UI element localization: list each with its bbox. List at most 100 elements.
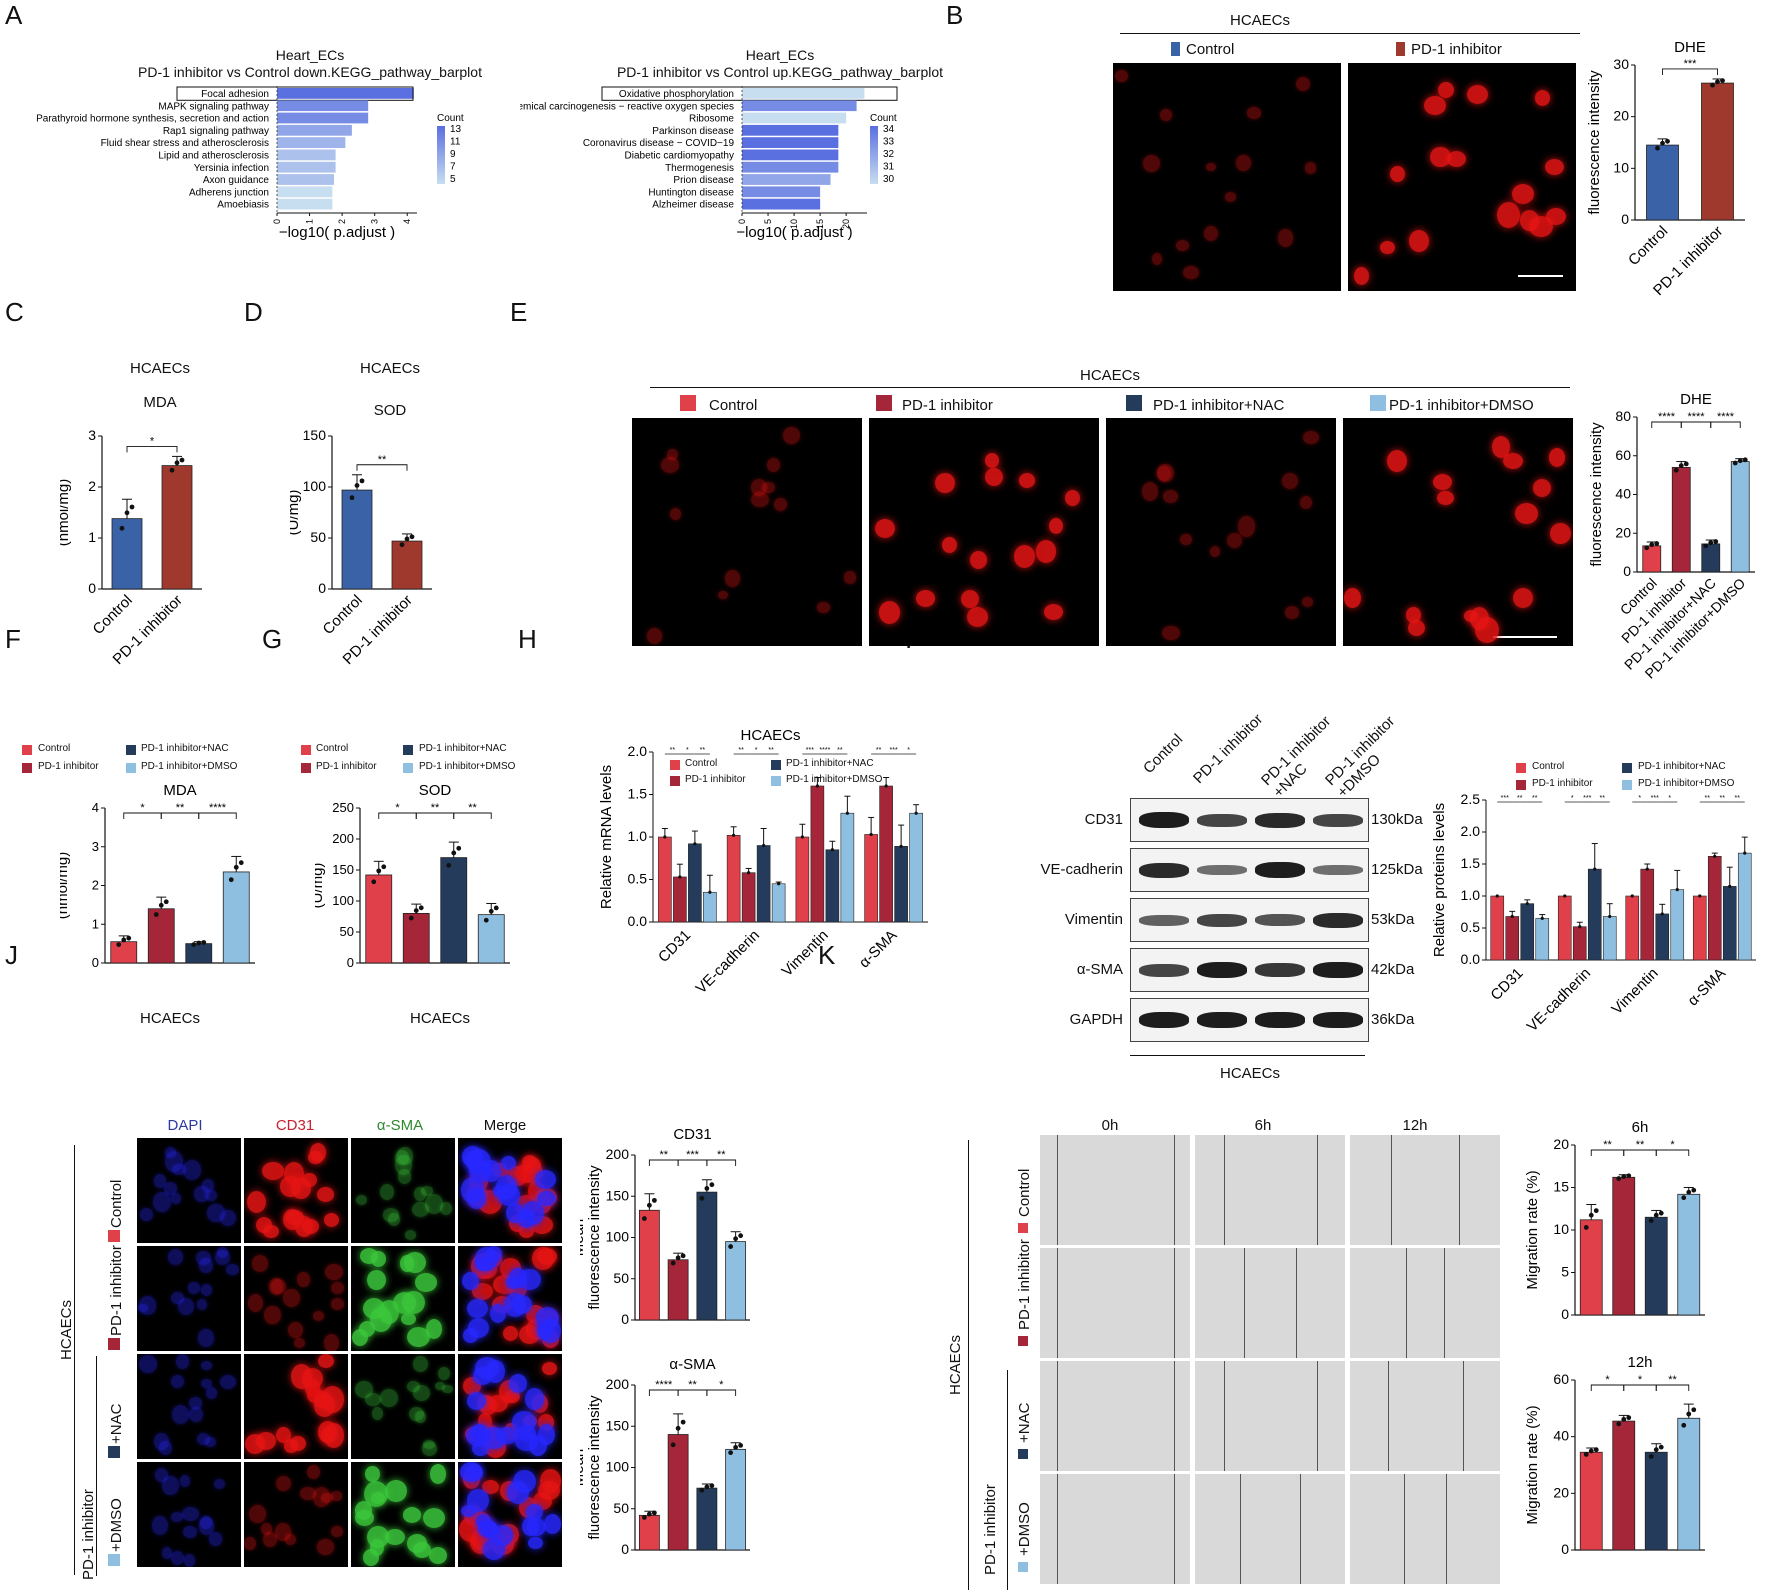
- legend-swatch-dmso: [1622, 780, 1632, 790]
- legend-label-nac: PD-1 inhibitor+NAC: [419, 743, 507, 754]
- chart-title: HCAECs: [129, 360, 190, 377]
- bar-amoebiasis: [277, 198, 333, 210]
- column-6h: 6h: [1254, 1117, 1272, 1134]
- wb-band: [1139, 963, 1189, 977]
- y-tick-label: 250: [332, 800, 354, 815]
- k-side-rule: [968, 1140, 969, 1590]
- cell-nucleus: [1014, 545, 1036, 569]
- data-point: [1708, 540, 1714, 546]
- wound-image-nac-6h: [1195, 1361, 1345, 1471]
- legend-label-pd1: PD-1 inhibitor: [902, 397, 993, 414]
- significance-bracket: [126, 445, 178, 453]
- cell-nucleus: [171, 1375, 185, 1389]
- y-tick-label: 150: [332, 862, 354, 877]
- data-point: [119, 525, 125, 531]
- cell-nucleus: [843, 571, 857, 585]
- x-tick-label: 5: [763, 219, 773, 224]
- data-point: [1683, 461, 1689, 467]
- wound-edge: [1458, 1135, 1460, 1245]
- bar-pd-1-inhibitor-dmso: [725, 1448, 747, 1551]
- x-tick-label: 10: [789, 219, 799, 229]
- bar-vimentin-pd-1-inhibitor-dmso: [840, 812, 855, 923]
- category-label: Chemical carcinogenesis − reactive oxyge…: [520, 101, 734, 112]
- y-tick-label: 0.5: [628, 871, 648, 887]
- significance-label: ****: [819, 747, 830, 754]
- x-tick-label: Vimentin: [779, 927, 832, 980]
- category-label: Thermogenesis: [665, 163, 734, 174]
- wound-edge: [1391, 1135, 1393, 1245]
- bar-sma-pd-1-inhibitor-nac: [894, 846, 908, 923]
- cell-nucleus: [382, 1208, 400, 1222]
- x-tick-label: 3: [370, 219, 380, 224]
- cell-nucleus: [523, 1156, 542, 1175]
- column-cd31: CD31: [275, 1117, 315, 1134]
- bar-cd31-pd-1-inhibitor: [1505, 916, 1520, 961]
- if-image-pd-1-inhibitor-merge: [458, 1246, 562, 1351]
- bar-ve-cadherin-pd-1-inhibitor-dmso: [1602, 916, 1617, 961]
- cell-nucleus: [430, 1464, 447, 1484]
- legend-swatch-pd1: [670, 776, 680, 786]
- y-tick-label: 200: [606, 1146, 630, 1162]
- cell-nucleus: [200, 1360, 212, 1370]
- legend-swatch-control: [1171, 42, 1180, 56]
- significance-label: ***: [686, 1149, 700, 1161]
- data-point: [1525, 902, 1529, 906]
- cell-nucleus: [941, 537, 957, 554]
- significance-label: **: [468, 802, 477, 814]
- cell-nucleus: [481, 1479, 499, 1494]
- mrna-grouped-chart-h: HCAECs 0.0 0.5 1.0 1.5 2.0 Relative mRNA level…: [598, 730, 928, 997]
- cell-nucleus: [414, 1273, 438, 1292]
- data-point: [1742, 457, 1748, 463]
- x-tick-label: 0: [737, 219, 747, 224]
- wb-lane-control: Control: [1140, 730, 1187, 778]
- cell-nucleus: [219, 1209, 236, 1227]
- wb-band: [1197, 1012, 1247, 1028]
- data-point: [1698, 894, 1702, 898]
- column-0h: 0h: [1101, 1117, 1119, 1134]
- significance-bracket: [1662, 68, 1718, 75]
- cell-nucleus: [421, 1442, 437, 1456]
- y-tick-label: 0: [1561, 1306, 1569, 1322]
- bar-pd-1-inhibitor-nac: [696, 1191, 718, 1321]
- wb-band: [1139, 914, 1189, 926]
- cell-nucleus: [247, 1293, 263, 1312]
- data-point: [1737, 458, 1743, 464]
- data-point: [1681, 1195, 1687, 1201]
- legend-swatch-dmso: [126, 763, 136, 773]
- data-point: [376, 868, 382, 874]
- data-point: [651, 1197, 657, 1203]
- legend-tick-label: 9: [450, 149, 456, 160]
- data-point: [728, 1450, 734, 1456]
- data-point: [451, 850, 457, 856]
- data-point: [1588, 1212, 1594, 1218]
- if-image-control-merge: [458, 1138, 562, 1243]
- cell-nucleus: [1209, 546, 1221, 557]
- data-point: [709, 1182, 715, 1188]
- significance-label: *: [755, 747, 758, 754]
- if-image-control-dapi: [137, 1138, 241, 1243]
- cell-nucleus: [202, 1179, 215, 1193]
- cell-nucleus: [330, 1297, 345, 1311]
- bar-control: [365, 874, 393, 964]
- cell-nucleus: [1236, 154, 1251, 171]
- cell-nucleus: [187, 1282, 201, 1295]
- cell-nucleus: [291, 1364, 313, 1389]
- data-point: [1678, 463, 1684, 469]
- y-tick-label: 0.0: [1461, 951, 1481, 967]
- cell-nucleus: [244, 1537, 256, 1551]
- bar-ve-cadherin-pd-1-inhibitor: [1572, 926, 1587, 961]
- y-axis-label: Relative proteins levels: [1431, 803, 1448, 957]
- x-tick-label: 20: [841, 219, 851, 229]
- cell-nucleus: [878, 601, 901, 624]
- y-tick-label: 200: [332, 831, 354, 846]
- cell-nucleus: [467, 1298, 488, 1318]
- cell-nucleus: [1285, 606, 1300, 619]
- data-point: [1653, 1212, 1659, 1218]
- k-row-label: +NAC: [1016, 1402, 1033, 1443]
- category-label: Rap1 signaling pathway: [163, 126, 269, 137]
- kegg-left-title-2: PD-1 inhibitor vs Control down.KEGG_path…: [138, 64, 482, 80]
- category-label: Prion disease: [673, 175, 734, 186]
- data-point: [1593, 867, 1597, 871]
- wound-edge: [1173, 1135, 1175, 1245]
